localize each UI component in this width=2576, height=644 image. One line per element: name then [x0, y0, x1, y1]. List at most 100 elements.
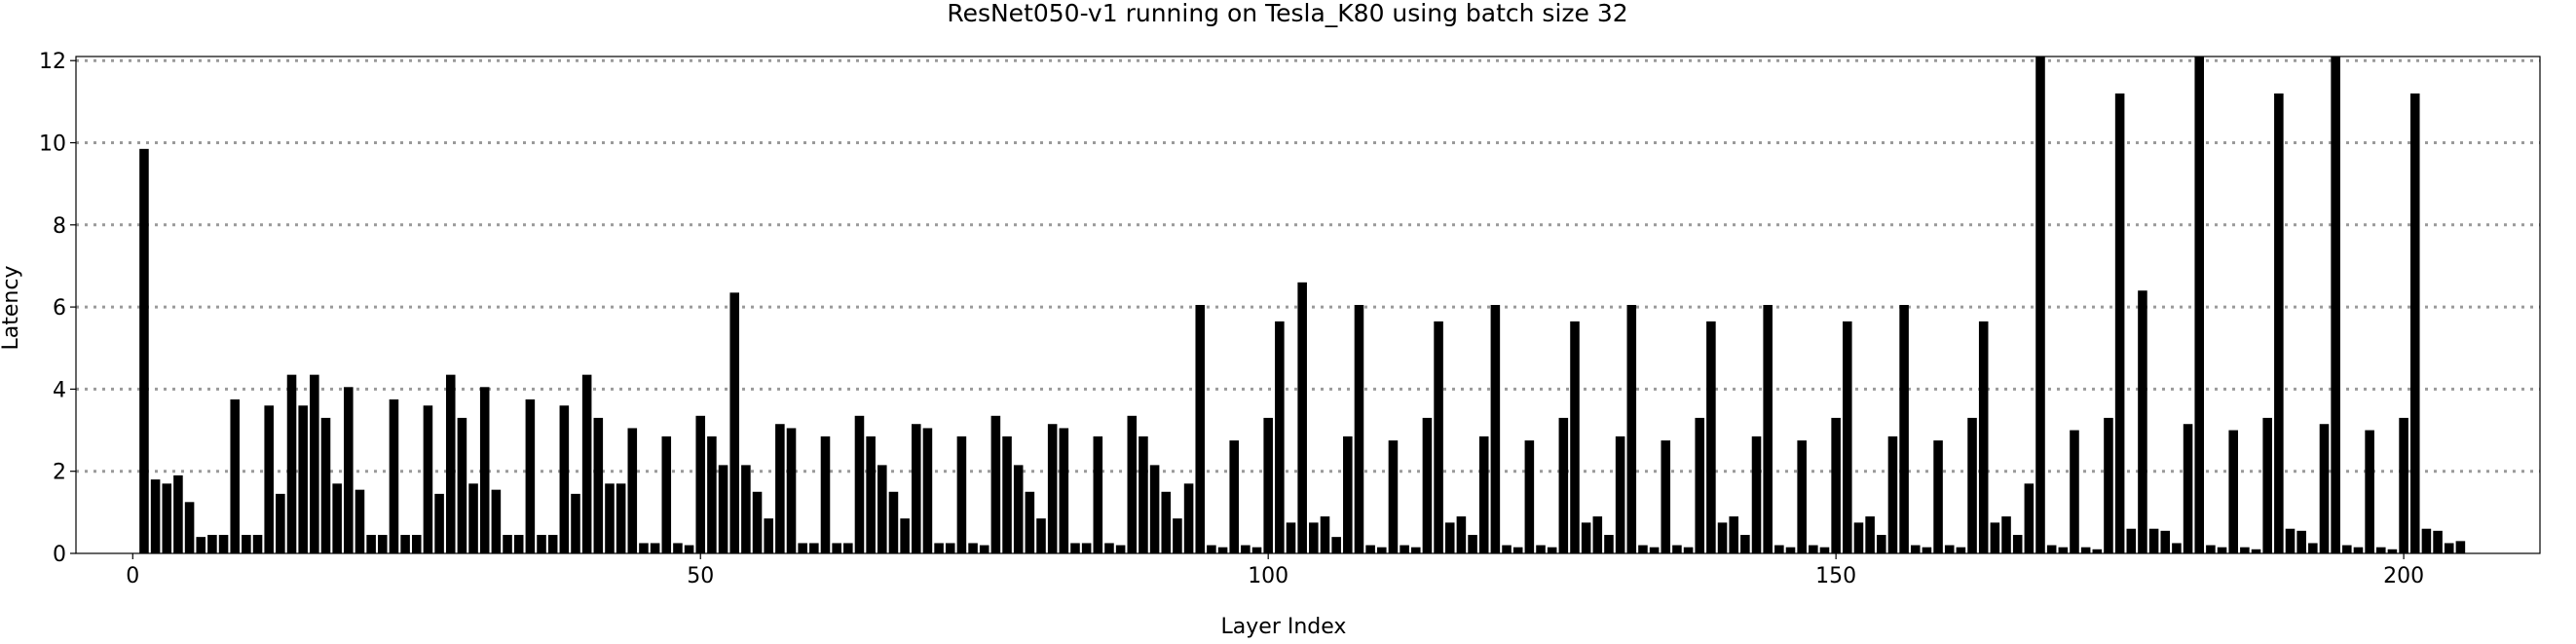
bar — [1115, 545, 1126, 553]
bar — [162, 483, 172, 553]
bar — [1388, 440, 1399, 553]
bar — [173, 474, 183, 553]
bar — [1229, 440, 1239, 553]
bar — [832, 543, 841, 553]
bar — [1468, 535, 1477, 553]
plot-frame — [75, 56, 2541, 554]
x-tick-label: 0 — [126, 564, 139, 588]
bar — [1309, 522, 1319, 553]
bar — [207, 535, 217, 553]
bar — [1434, 321, 1443, 553]
bar — [911, 424, 921, 553]
bar — [2092, 549, 2103, 553]
bar — [741, 465, 751, 553]
bar — [1286, 522, 1296, 553]
bar — [2444, 543, 2454, 553]
bar — [639, 543, 649, 553]
bar — [2114, 93, 2125, 554]
bar — [945, 543, 955, 553]
bar — [2342, 545, 2352, 553]
bar — [2035, 57, 2045, 553]
bar — [184, 502, 195, 553]
bar — [1899, 305, 1909, 553]
bar — [2126, 528, 2137, 553]
tick-labels: 0 2 4 6 8 10 12 0 50 100 150 200 — [39, 50, 2424, 588]
bar — [242, 535, 251, 553]
bar — [423, 405, 433, 553]
bar — [1922, 547, 1932, 553]
bar — [1524, 440, 1535, 553]
bar — [1547, 547, 1557, 553]
bar — [843, 543, 853, 553]
y-tick-label: 12 — [39, 50, 66, 74]
bar — [2058, 547, 2069, 553]
bar — [1672, 545, 1682, 553]
bar — [547, 535, 558, 553]
grid-lines — [76, 58, 2540, 474]
bar — [1161, 491, 1172, 553]
bar — [445, 374, 456, 553]
bar — [2024, 483, 2035, 553]
bar — [2183, 424, 2193, 553]
bar — [378, 535, 388, 553]
bar — [2080, 547, 2091, 553]
bar — [979, 545, 989, 553]
bar — [1365, 545, 1375, 553]
bar — [1706, 321, 1716, 553]
bar — [729, 292, 739, 553]
bar — [1444, 522, 1455, 553]
bar — [2399, 417, 2408, 553]
bar — [400, 535, 410, 553]
bar — [1217, 547, 1228, 553]
bar — [2194, 57, 2205, 553]
bar — [1104, 543, 1114, 553]
bar — [1478, 436, 1489, 553]
bar — [1570, 321, 1580, 553]
bar — [537, 535, 546, 553]
y-tick-label: 0 — [53, 543, 66, 567]
bar — [877, 465, 887, 553]
bar — [1400, 545, 1409, 553]
x-tick-label: 100 — [1248, 564, 1288, 588]
x-tick-label: 50 — [687, 564, 714, 588]
bar — [1581, 522, 1591, 553]
bar — [1173, 518, 1182, 553]
bar — [2421, 528, 2432, 553]
bar — [605, 483, 615, 553]
bar — [650, 543, 660, 553]
bar — [1797, 440, 1807, 553]
bar — [2172, 543, 2182, 553]
bar — [752, 491, 763, 553]
bar — [1343, 436, 1353, 553]
bar — [2308, 543, 2318, 553]
bar — [1025, 491, 1035, 553]
x-tick-label: 150 — [1815, 564, 1856, 588]
bar — [1615, 436, 1625, 553]
bar — [934, 543, 944, 553]
bar — [286, 374, 297, 553]
bar — [230, 398, 241, 553]
bar — [2001, 516, 2011, 553]
bar — [1683, 547, 1694, 553]
bar — [1649, 547, 1660, 553]
bar — [1536, 545, 1546, 553]
bar — [581, 374, 592, 553]
bar — [1626, 305, 1637, 553]
bar — [968, 543, 978, 553]
bar — [1059, 428, 1069, 553]
bar — [1093, 436, 1103, 553]
bars-group — [139, 57, 2466, 554]
bar — [593, 417, 604, 553]
bar — [1047, 424, 1058, 553]
bar — [2433, 530, 2443, 553]
bar — [276, 493, 285, 553]
x-tick-label: 200 — [2383, 564, 2424, 588]
bar — [2331, 57, 2340, 553]
bar — [1377, 547, 1387, 553]
bar — [355, 489, 365, 553]
bar — [1275, 321, 1285, 553]
bar — [1661, 440, 1671, 553]
bar — [1751, 436, 1762, 553]
bar — [332, 483, 342, 553]
